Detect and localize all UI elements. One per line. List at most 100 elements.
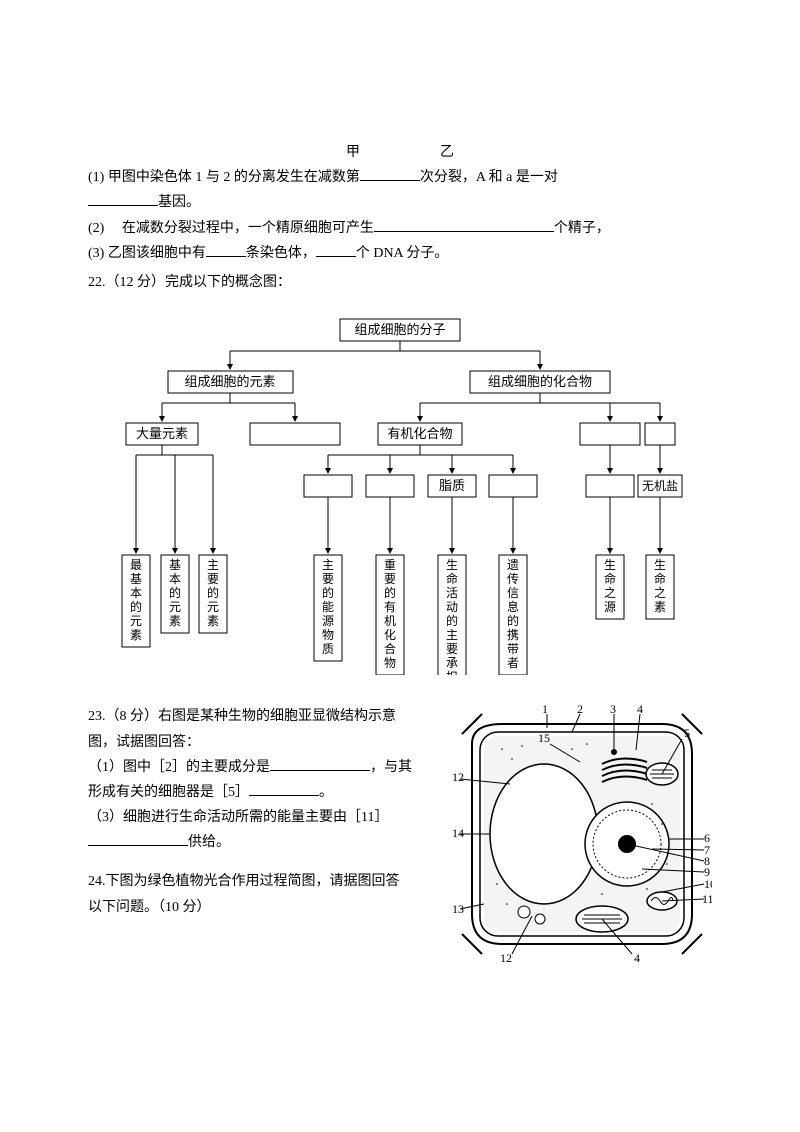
svg-text:2: 2 bbox=[577, 704, 583, 716]
image-labels: 甲 乙 bbox=[88, 140, 712, 165]
concept-map-svg: 组成细胞的分子 组成细胞的元素 组成细胞的化合物 大量元素 bbox=[90, 315, 710, 675]
svg-text:组成细胞的化合物: 组成细胞的化合物 bbox=[488, 374, 592, 389]
cell-diagram: 1 2 3 4 5 6 7 8 9 10 11 4 12 13 14 12 15 bbox=[452, 704, 712, 964]
svg-text:之: 之 bbox=[604, 586, 616, 600]
blank-1[interactable] bbox=[360, 166, 420, 181]
svg-text:遗: 遗 bbox=[507, 558, 519, 572]
question-24: 24.下图为绿色植物光合作用过程简图，请据图回答 以下问题。（10 分） bbox=[88, 869, 444, 919]
q23-2a: （1）图中［2］的主要成分是 bbox=[88, 760, 270, 775]
svg-text:的: 的 bbox=[130, 599, 142, 614]
svg-text:基: 基 bbox=[130, 572, 142, 586]
q23-4: （3）细胞进行生命活动所需的能量主要由［11］ bbox=[88, 810, 388, 825]
svg-text:信: 信 bbox=[507, 586, 519, 600]
svg-text:承: 承 bbox=[446, 656, 458, 670]
svg-text:基: 基 bbox=[169, 558, 181, 572]
svg-text:要: 要 bbox=[384, 572, 396, 586]
svg-text:12: 12 bbox=[500, 951, 512, 964]
svg-text:活: 活 bbox=[446, 586, 458, 600]
svg-text:组成细胞的元素: 组成细胞的元素 bbox=[184, 374, 275, 389]
question-23: 23.（8 分）右图是某种生物的细胞亚显微结构示意 图，试据图回答： （1）图中… bbox=[88, 704, 712, 964]
blank-4[interactable] bbox=[206, 242, 246, 257]
q21-3b: 在减数分裂过程中，一个精原细胞可产生 bbox=[122, 221, 374, 236]
svg-text:最: 最 bbox=[130, 558, 142, 572]
svg-text:的: 的 bbox=[169, 585, 181, 600]
svg-text:本: 本 bbox=[169, 572, 181, 586]
svg-text:14: 14 bbox=[452, 826, 464, 840]
svg-text:源: 源 bbox=[322, 614, 334, 628]
svg-text:生: 生 bbox=[604, 558, 616, 572]
blank-3[interactable] bbox=[374, 217, 554, 232]
svg-text:无机盐: 无机盐 bbox=[642, 479, 678, 493]
svg-text:5: 5 bbox=[684, 726, 690, 740]
svg-text:传: 传 bbox=[507, 571, 519, 586]
svg-text:元: 元 bbox=[130, 614, 142, 628]
svg-text:素: 素 bbox=[654, 600, 666, 614]
svg-text:4: 4 bbox=[634, 951, 640, 964]
q21-3c: 个精子， bbox=[554, 221, 610, 236]
svg-text:3: 3 bbox=[610, 704, 616, 716]
svg-text:大量元素: 大量元素 bbox=[136, 426, 188, 441]
svg-text:之: 之 bbox=[654, 586, 666, 600]
svg-text:担: 担 bbox=[446, 670, 458, 675]
svg-text:化: 化 bbox=[384, 628, 396, 642]
question-22: 22.（12 分）完成以下的概念图： bbox=[88, 270, 712, 295]
svg-text:命: 命 bbox=[604, 571, 616, 586]
concept-map: 组成细胞的分子 组成细胞的元素 组成细胞的化合物 大量元素 bbox=[90, 315, 710, 684]
svg-text:命: 命 bbox=[654, 571, 666, 586]
q21-4b: 条染色体， bbox=[246, 246, 316, 261]
q21-3a: (2) bbox=[88, 221, 104, 236]
question-21: (1) 甲图中染色体 1 与 2 的分离发生在减数第次分裂，A 和 a 是一对 … bbox=[88, 165, 712, 266]
svg-text:合: 合 bbox=[384, 641, 396, 656]
svg-text:生: 生 bbox=[654, 558, 666, 572]
blank-6[interactable] bbox=[270, 756, 370, 771]
svg-text:1: 1 bbox=[542, 704, 548, 716]
svg-text:素: 素 bbox=[169, 614, 181, 628]
svg-text:生: 生 bbox=[446, 558, 458, 572]
page-content: 甲 乙 (1) 甲图中染色体 1 与 2 的分离发生在减数第 次分裂，A 和 a … bbox=[0, 0, 800, 1004]
blank-7[interactable] bbox=[249, 781, 319, 796]
svg-text:能: 能 bbox=[322, 600, 334, 614]
q22-title: 22.（12 分）完成以下的概念图： bbox=[88, 275, 291, 290]
svg-text:元: 元 bbox=[169, 600, 181, 614]
svg-text:物: 物 bbox=[384, 656, 396, 670]
q23-3a: 形成有关的细胞器是［5］ bbox=[88, 785, 249, 800]
blank-5[interactable] bbox=[316, 242, 356, 257]
svg-text:源: 源 bbox=[604, 600, 616, 614]
svg-text:带: 带 bbox=[507, 642, 519, 656]
q23-line1: 图，试据图回答： bbox=[88, 735, 200, 750]
svg-text:质: 质 bbox=[322, 642, 334, 656]
svg-text:素: 素 bbox=[207, 614, 219, 628]
svg-text:机: 机 bbox=[384, 614, 396, 628]
q21-1b: 次分裂，A 和 a 是一对 bbox=[420, 170, 558, 185]
svg-text:有: 有 bbox=[384, 600, 396, 614]
q24-1: 24.下图为绿色植物光合作用过程简图，请据图回答 bbox=[88, 874, 400, 889]
svg-text:本: 本 bbox=[130, 586, 142, 600]
svg-text:元: 元 bbox=[207, 600, 219, 614]
svg-text:的: 的 bbox=[322, 585, 334, 600]
svg-text:10: 10 bbox=[704, 877, 712, 891]
q23-5: 供给。 bbox=[188, 835, 230, 850]
q23-3b: 。 bbox=[319, 785, 333, 800]
q23-2b: ，与其 bbox=[370, 760, 412, 775]
svg-text:要: 要 bbox=[207, 572, 219, 586]
svg-text:组成细胞的分子: 组成细胞的分子 bbox=[354, 322, 445, 337]
svg-text:4: 4 bbox=[637, 704, 643, 716]
svg-text:脂质: 脂质 bbox=[439, 478, 465, 493]
svg-text:有机化合物: 有机化合物 bbox=[387, 426, 452, 441]
svg-text:主: 主 bbox=[322, 558, 334, 572]
q24-2: 以下问题。（10 分） bbox=[88, 900, 211, 915]
svg-text:的: 的 bbox=[207, 585, 219, 600]
svg-text:者: 者 bbox=[507, 656, 519, 670]
svg-text:携: 携 bbox=[507, 627, 519, 642]
svg-text:动: 动 bbox=[446, 600, 458, 614]
svg-text:主: 主 bbox=[207, 558, 219, 572]
q21-2a: 基因。 bbox=[158, 195, 200, 210]
q21-1a: (1) 甲图中染色体 1 与 2 的分离发生在减数第 bbox=[88, 170, 360, 185]
q23-title: 23.（8 分）右图是某种生物的细胞亚显微结构示意 bbox=[88, 709, 396, 724]
svg-text:息: 息 bbox=[507, 599, 519, 614]
blank-8[interactable] bbox=[88, 831, 188, 846]
svg-text:的: 的 bbox=[384, 585, 396, 600]
svg-text:命: 命 bbox=[446, 571, 458, 586]
svg-text:重: 重 bbox=[384, 558, 396, 572]
blank-2[interactable] bbox=[88, 191, 158, 206]
